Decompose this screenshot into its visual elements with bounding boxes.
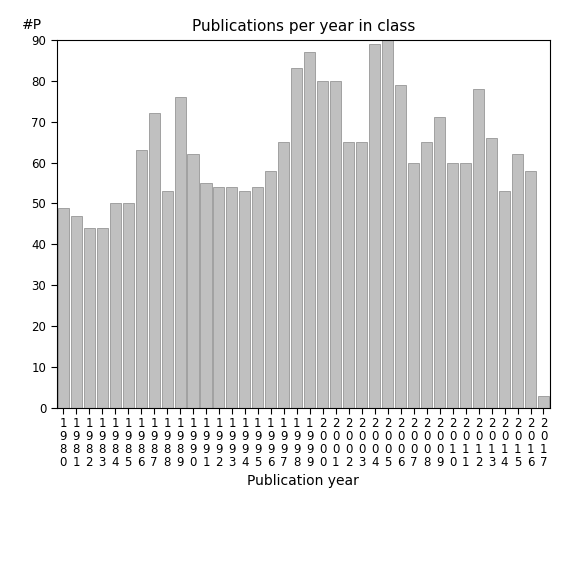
Bar <box>447 163 458 408</box>
Bar <box>109 204 121 408</box>
Bar <box>226 187 238 408</box>
Bar <box>395 84 406 408</box>
Bar <box>58 208 69 408</box>
Bar <box>96 228 108 408</box>
Bar <box>71 216 82 408</box>
Bar <box>291 69 302 408</box>
Bar <box>408 163 419 408</box>
Bar <box>149 113 159 408</box>
Bar <box>434 117 445 408</box>
Bar <box>343 142 354 408</box>
Bar <box>201 183 211 408</box>
Bar <box>239 191 251 408</box>
Bar <box>331 81 341 408</box>
Bar <box>162 191 172 408</box>
Bar <box>188 154 198 408</box>
Text: #P: #P <box>22 18 43 32</box>
Bar <box>265 171 276 408</box>
Bar <box>421 142 432 408</box>
Bar <box>356 142 367 408</box>
Bar <box>473 89 484 408</box>
Bar <box>252 187 264 408</box>
Bar <box>213 187 225 408</box>
Bar <box>486 138 497 408</box>
X-axis label: Publication year: Publication year <box>247 474 359 488</box>
Bar <box>512 154 523 408</box>
Bar <box>460 163 471 408</box>
Bar <box>278 142 289 408</box>
Bar <box>122 204 134 408</box>
Bar <box>84 228 95 408</box>
Bar <box>525 171 536 408</box>
Bar <box>304 52 315 408</box>
Bar <box>136 150 147 408</box>
Title: Publications per year in class: Publications per year in class <box>192 19 415 35</box>
Bar <box>369 44 380 408</box>
Bar <box>175 97 185 408</box>
Bar <box>382 40 393 408</box>
Bar <box>499 191 510 408</box>
Bar <box>318 81 328 408</box>
Bar <box>538 396 549 408</box>
